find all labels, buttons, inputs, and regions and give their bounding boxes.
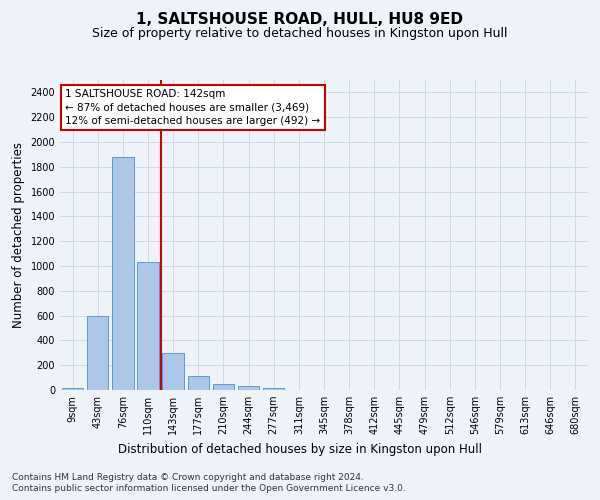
Bar: [62, 388, 83, 390]
Bar: [238, 386, 259, 390]
Bar: [263, 388, 284, 390]
Bar: [188, 376, 209, 390]
Y-axis label: Number of detached properties: Number of detached properties: [12, 142, 25, 328]
Text: Contains public sector information licensed under the Open Government Licence v3: Contains public sector information licen…: [12, 484, 406, 493]
Text: Distribution of detached houses by size in Kingston upon Hull: Distribution of detached houses by size …: [118, 442, 482, 456]
Text: 1 SALTSHOUSE ROAD: 142sqm
← 87% of detached houses are smaller (3,469)
12% of se: 1 SALTSHOUSE ROAD: 142sqm ← 87% of detac…: [65, 90, 320, 126]
Bar: [137, 262, 158, 390]
Text: 1, SALTSHOUSE ROAD, HULL, HU8 9ED: 1, SALTSHOUSE ROAD, HULL, HU8 9ED: [137, 12, 464, 28]
Bar: [87, 316, 109, 390]
Text: Contains HM Land Registry data © Crown copyright and database right 2024.: Contains HM Land Registry data © Crown c…: [12, 472, 364, 482]
Bar: [163, 353, 184, 390]
Bar: [112, 157, 134, 390]
Bar: [213, 384, 234, 390]
Text: Size of property relative to detached houses in Kingston upon Hull: Size of property relative to detached ho…: [92, 28, 508, 40]
